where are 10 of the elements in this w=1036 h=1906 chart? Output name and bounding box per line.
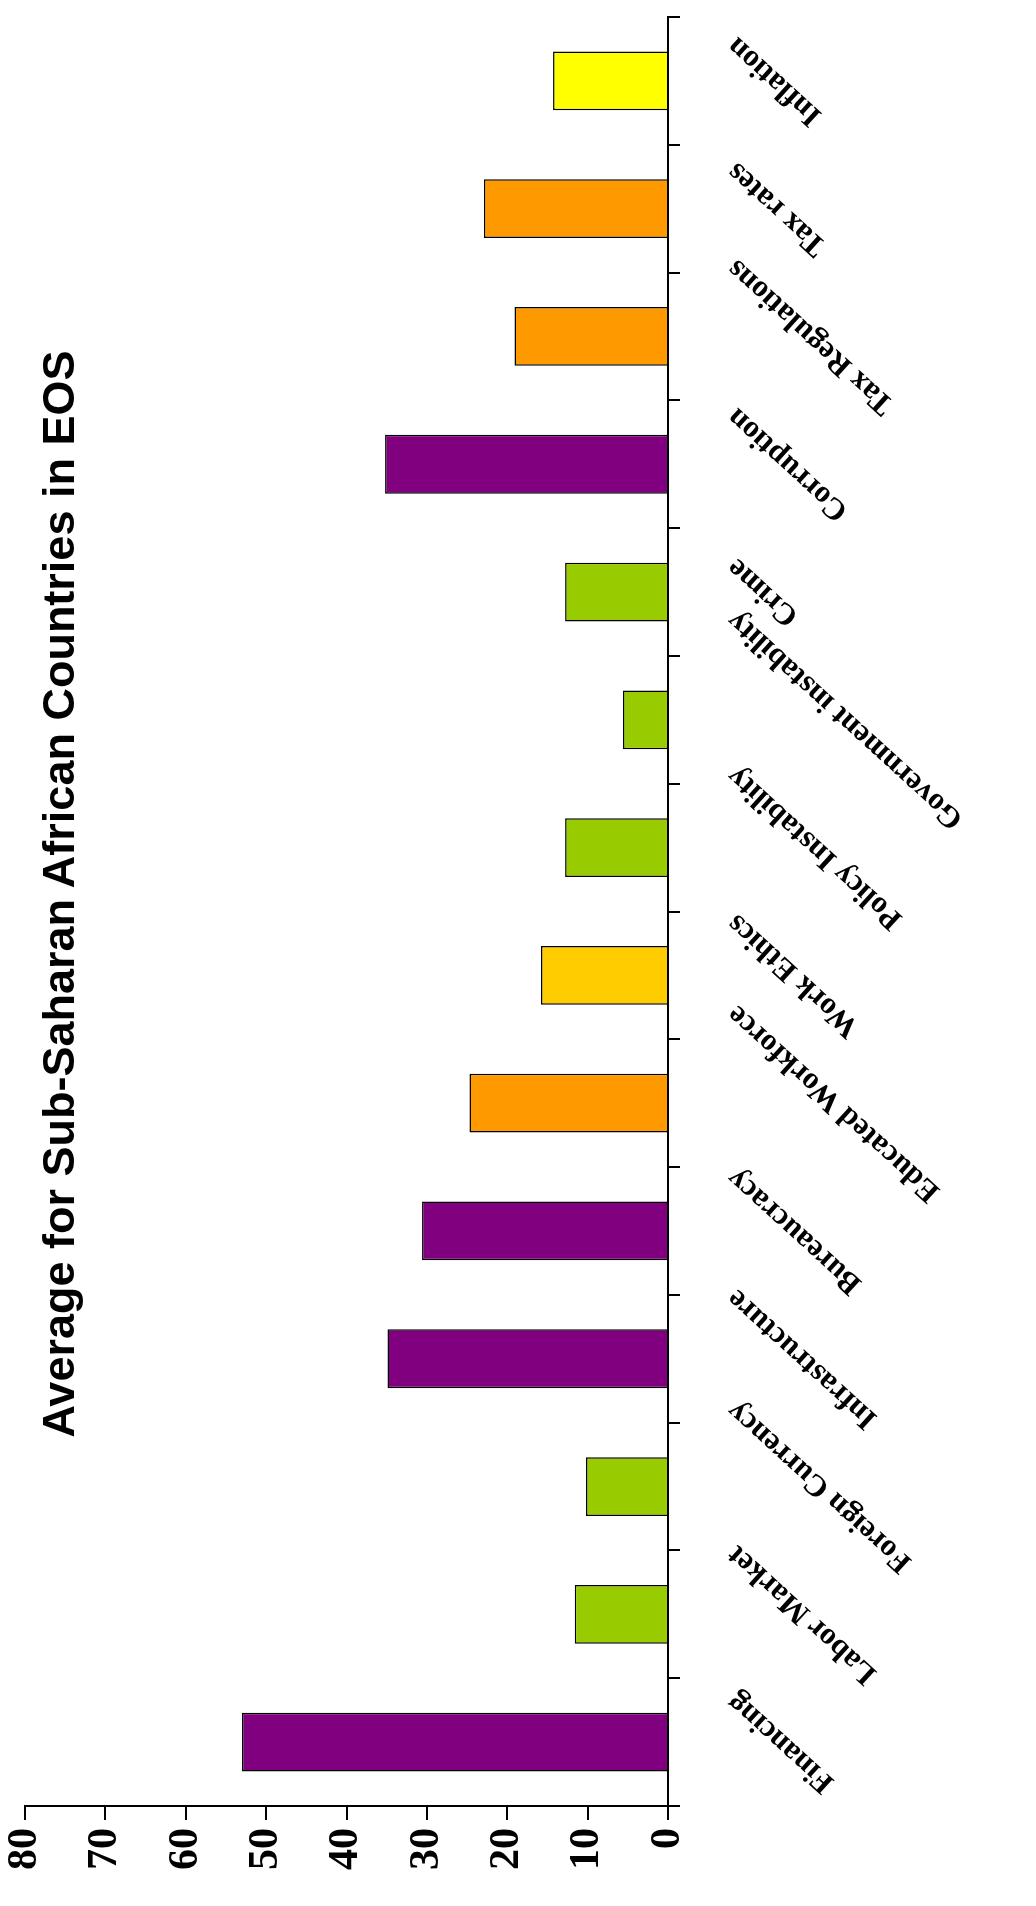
x-tick-label: 40 [320, 1828, 367, 1870]
text: Average for Sub-Saharan African Countries in EOS [33, 350, 85, 1438]
x-tick-label: 10 [561, 1828, 608, 1870]
x-tick-label: 50 [239, 1828, 286, 1870]
x-tick-label: 60 [159, 1828, 206, 1870]
x-tick-label: 0 [641, 1828, 688, 1849]
x-tick-label: 70 [79, 1828, 126, 1870]
x-tick-label: 30 [400, 1828, 447, 1870]
x-tick-label: 20 [481, 1828, 528, 1870]
x-tick-label: 80 [0, 1828, 45, 1870]
